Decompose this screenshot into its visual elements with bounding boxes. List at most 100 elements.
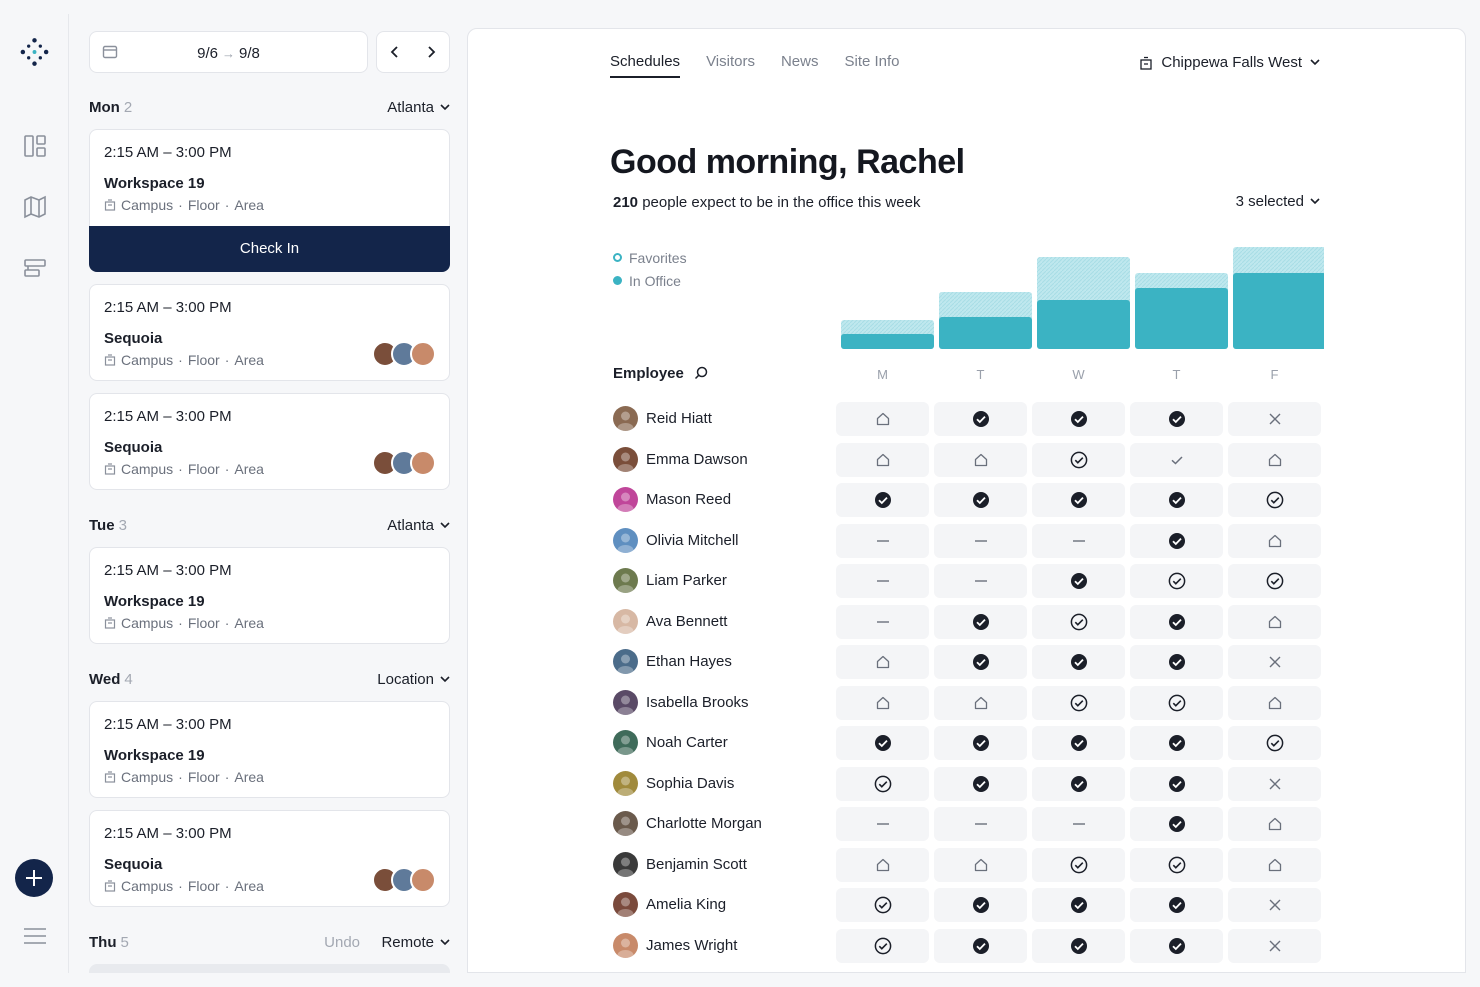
status-cell[interactable] xyxy=(1032,604,1125,639)
prev-week-button[interactable] xyxy=(377,32,413,72)
status-cell[interactable] xyxy=(1228,645,1321,679)
date-range-picker[interactable]: 9/6 → 9/8 xyxy=(89,31,368,73)
status-cell[interactable] xyxy=(1130,604,1223,639)
booking-card[interactable]: 2:15 AM – 3:00 PM Workspace 19 Campus · Fl… xyxy=(89,701,450,798)
status-cell[interactable] xyxy=(934,442,1027,477)
table-row[interactable]: Sophia Davis xyxy=(613,766,1321,801)
status-cell[interactable] xyxy=(1032,645,1125,679)
status-cell[interactable] xyxy=(1032,685,1125,720)
status-cell[interactable] xyxy=(934,807,1027,841)
status-cell[interactable] xyxy=(1130,564,1223,598)
selection-dropdown[interactable]: 3 selected xyxy=(1236,193,1320,210)
check-in-button[interactable]: Check In xyxy=(89,226,450,272)
status-cell[interactable] xyxy=(1228,523,1321,558)
undo-button[interactable]: Undo xyxy=(324,934,360,951)
status-cell[interactable] xyxy=(934,888,1027,922)
table-row[interactable]: Charlotte Morgan xyxy=(613,807,1321,841)
location-dropdown[interactable]: Atlanta xyxy=(387,517,450,534)
booking-card[interactable]: 2:15 AM – 3:00 PM Workspace 19 Campus · Fl… xyxy=(89,547,450,644)
status-cell[interactable] xyxy=(836,807,929,841)
status-cell[interactable] xyxy=(1228,402,1321,436)
add-button[interactable] xyxy=(15,859,53,897)
status-cell[interactable] xyxy=(1032,564,1125,598)
status-cell[interactable] xyxy=(1032,442,1125,477)
status-cell[interactable] xyxy=(836,766,929,801)
table-row[interactable]: James Wright xyxy=(613,928,1321,963)
status-cell[interactable] xyxy=(1228,726,1321,760)
next-week-button[interactable] xyxy=(413,32,449,72)
status-cell[interactable] xyxy=(1032,402,1125,436)
status-cell[interactable] xyxy=(1032,523,1125,558)
status-cell[interactable] xyxy=(836,402,929,436)
status-cell[interactable] xyxy=(1130,645,1223,679)
table-row[interactable]: Reid Hiatt xyxy=(613,402,1321,436)
status-cell[interactable] xyxy=(1130,442,1223,477)
status-cell[interactable] xyxy=(836,564,929,598)
status-cell[interactable] xyxy=(1130,402,1223,436)
status-cell[interactable] xyxy=(836,645,929,679)
status-cell[interactable] xyxy=(1228,483,1321,517)
table-row[interactable]: Noah Carter xyxy=(613,726,1321,760)
location-dropdown[interactable]: Remote xyxy=(381,934,450,951)
status-cell[interactable] xyxy=(1228,564,1321,598)
status-cell[interactable] xyxy=(1228,847,1321,882)
status-cell[interactable] xyxy=(1032,766,1125,801)
status-cell[interactable] xyxy=(836,604,929,639)
status-cell[interactable] xyxy=(836,847,929,882)
status-cell[interactable] xyxy=(1130,888,1223,922)
status-cell[interactable] xyxy=(934,483,1027,517)
table-row[interactable]: Emma Dawson xyxy=(613,442,1321,477)
tab-news[interactable]: News xyxy=(780,53,819,70)
status-cell[interactable] xyxy=(836,523,929,558)
schedule-icon[interactable] xyxy=(18,251,51,284)
location-dropdown[interactable]: Location xyxy=(377,671,450,688)
status-cell[interactable] xyxy=(1032,928,1125,963)
status-cell[interactable] xyxy=(934,685,1027,720)
status-cell[interactable] xyxy=(1130,685,1223,720)
status-cell[interactable] xyxy=(1130,928,1223,963)
status-cell[interactable] xyxy=(1130,483,1223,517)
status-cell[interactable] xyxy=(934,928,1027,963)
table-row[interactable]: Mason Reed xyxy=(613,483,1321,517)
status-cell[interactable] xyxy=(836,928,929,963)
status-cell[interactable] xyxy=(934,402,1027,436)
status-cell[interactable] xyxy=(1130,847,1223,882)
tab-visitors[interactable]: Visitors xyxy=(706,53,755,70)
menu-icon[interactable] xyxy=(18,919,51,952)
status-cell[interactable] xyxy=(1228,766,1321,801)
dashboard-icon[interactable] xyxy=(18,129,51,162)
location-dropdown[interactable]: Atlanta xyxy=(387,99,450,116)
status-cell[interactable] xyxy=(1032,726,1125,760)
status-cell[interactable] xyxy=(1228,442,1321,477)
status-cell[interactable] xyxy=(1032,847,1125,882)
booking-card[interactable]: 2:15 AM – 3:00 PM Sequoia Campus · Floor · A… xyxy=(89,810,450,907)
booking-card[interactable]: 2:15 AM – 3:00 PM Sequoia Campus · Floor · A… xyxy=(89,393,450,490)
status-cell[interactable] xyxy=(836,442,929,477)
status-cell[interactable] xyxy=(1130,766,1223,801)
status-cell[interactable] xyxy=(1130,523,1223,558)
booking-card[interactable]: 2:15 AM – 3:00 PM Workspace 19 Campus · Fl… xyxy=(89,129,450,239)
status-cell[interactable] xyxy=(1228,604,1321,639)
table-row[interactable]: Ava Bennett xyxy=(613,604,1321,639)
status-cell[interactable] xyxy=(934,726,1027,760)
status-cell[interactable] xyxy=(1228,928,1321,963)
status-cell[interactable] xyxy=(1130,726,1223,760)
site-selector[interactable]: Chippewa Falls West xyxy=(1139,54,1320,71)
status-cell[interactable] xyxy=(934,523,1027,558)
table-row[interactable]: Benjamin Scott xyxy=(613,847,1321,882)
status-cell[interactable] xyxy=(934,645,1027,679)
table-row[interactable]: Amelia King xyxy=(613,888,1321,922)
status-cell[interactable] xyxy=(1032,483,1125,517)
status-cell[interactable] xyxy=(934,766,1027,801)
booking-card[interactable]: 2:15 AM – 3:00 PM Sequoia Campus · Floor · A… xyxy=(89,284,450,381)
map-icon[interactable] xyxy=(18,190,51,223)
status-cell[interactable] xyxy=(1228,888,1321,922)
table-row[interactable]: Liam Parker xyxy=(613,564,1321,598)
status-cell[interactable] xyxy=(1228,807,1321,841)
status-cell[interactable] xyxy=(836,483,929,517)
status-cell[interactable] xyxy=(934,847,1027,882)
table-row[interactable]: Ethan Hayes xyxy=(613,645,1321,679)
status-cell[interactable] xyxy=(934,564,1027,598)
status-cell[interactable] xyxy=(1032,888,1125,922)
status-cell[interactable] xyxy=(1032,807,1125,841)
